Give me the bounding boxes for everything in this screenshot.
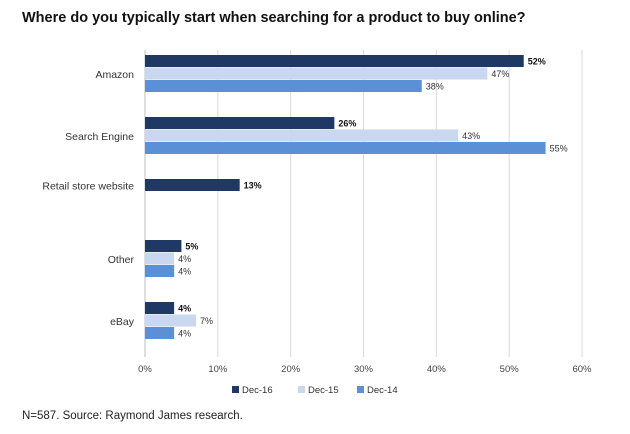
legend-swatch	[298, 386, 305, 393]
x-tick-label: 20%	[281, 364, 301, 375]
bar-dec-16	[145, 179, 240, 191]
bar-dec-14	[145, 327, 175, 339]
bar-dec-15	[145, 67, 488, 80]
x-tick-label: 10%	[208, 364, 228, 375]
legend-label: Dec-14	[367, 385, 398, 396]
data-label: 55%	[550, 144, 568, 154]
data-label: 5%	[185, 242, 198, 252]
data-label: 4%	[178, 329, 191, 339]
data-label: 4%	[178, 254, 191, 264]
bar-dec-16	[145, 302, 175, 314]
data-label: 47%	[491, 69, 509, 79]
data-label: 26%	[338, 119, 356, 129]
data-label: 4%	[178, 304, 191, 314]
data-label: 43%	[462, 131, 480, 141]
bar-dec-14	[145, 142, 546, 154]
bar-dec-16	[145, 55, 524, 67]
x-tick-label: 50%	[500, 364, 520, 375]
category-label: Search Engine	[65, 131, 134, 143]
x-tick-label: 40%	[427, 364, 447, 375]
category-label: Amazon	[95, 69, 134, 81]
data-label: 38%	[426, 82, 444, 92]
legend-label: Dec-16	[242, 385, 273, 396]
legend-swatch	[357, 386, 364, 393]
bar-dec-16	[145, 117, 335, 129]
category-label: eBay	[110, 316, 135, 328]
bar-dec-15	[145, 252, 175, 265]
legend-swatch	[232, 386, 239, 393]
x-tick-label: 60%	[572, 364, 592, 375]
legend-label: Dec-15	[308, 385, 339, 396]
bar-dec-14	[145, 80, 422, 92]
data-label: 13%	[244, 181, 262, 191]
bar-dec-15	[145, 314, 196, 327]
data-label: 7%	[200, 316, 213, 326]
category-label: Other	[108, 254, 135, 266]
bar-dec-15	[145, 129, 459, 142]
bar-dec-14	[145, 265, 175, 277]
bar-dec-16	[145, 240, 182, 252]
footnote: N=587. Source: Raymond James research.	[22, 410, 243, 422]
chart-title: Where do you typically start when search…	[22, 10, 526, 26]
x-tick-label: 30%	[354, 364, 374, 375]
data-label: 4%	[178, 267, 191, 277]
data-label: 52%	[528, 57, 546, 67]
category-label: Retail store website	[42, 180, 134, 192]
x-tick-label: 0%	[138, 364, 152, 375]
